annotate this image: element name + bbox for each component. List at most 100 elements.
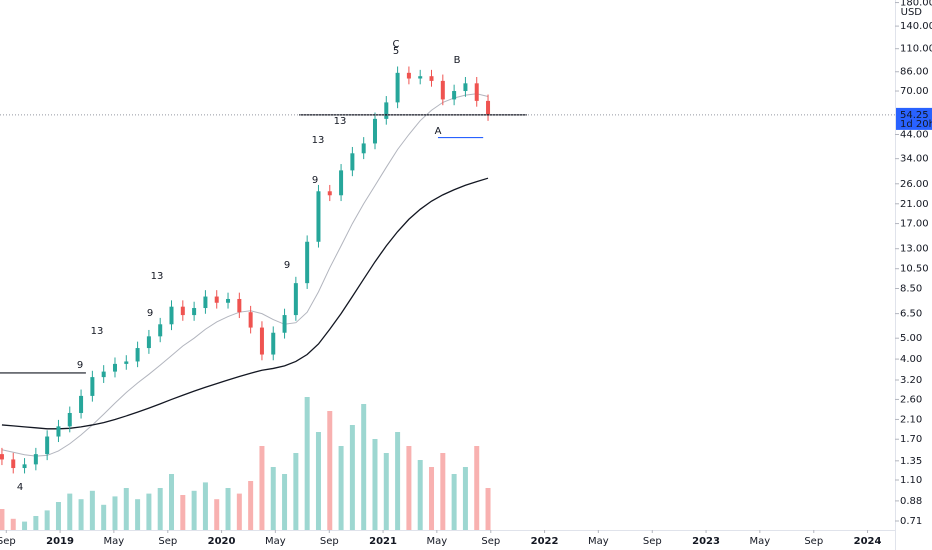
candle-body	[350, 153, 355, 171]
candle-body	[327, 191, 332, 196]
volume-bar	[146, 493, 152, 530]
volume-bar	[191, 490, 197, 530]
annotation: B	[454, 55, 461, 66]
x-tick-label: Sep	[481, 536, 500, 547]
x-tick-label: 2022	[531, 536, 559, 547]
x-tick-label: Sep	[804, 536, 823, 547]
candle-body	[429, 76, 434, 81]
volume-bar	[282, 474, 288, 530]
annotation: 9	[147, 308, 153, 319]
candle-body	[384, 102, 389, 119]
candle-body	[11, 459, 16, 469]
candle-body	[169, 306, 174, 325]
candle-body	[90, 377, 95, 396]
volume-bar	[259, 446, 265, 530]
volume-bar	[429, 467, 435, 530]
volume-bar	[440, 453, 446, 530]
x-tick-label: May	[104, 536, 125, 547]
y-tick-label: 0.88	[900, 496, 922, 507]
candle-body	[56, 426, 61, 437]
candle-body	[486, 100, 491, 115]
volume-bar	[315, 432, 321, 530]
volume-bar	[78, 499, 84, 530]
volume-bar	[474, 446, 480, 530]
volume-bar	[383, 453, 389, 530]
y-tick-label: 8.50	[900, 283, 922, 294]
volume-bar	[270, 467, 276, 530]
y-tick-label: 13.00	[900, 244, 929, 255]
candle-body	[259, 327, 264, 355]
volume-bar	[0, 509, 5, 530]
candle-body	[440, 80, 445, 100]
volume-bar	[293, 453, 299, 530]
annotation: 9	[312, 175, 318, 186]
candle-body	[22, 464, 27, 469]
candle-body	[192, 308, 197, 316]
volume-bar	[135, 499, 141, 530]
x-tick-label: May	[265, 536, 286, 547]
candle-body	[339, 170, 344, 196]
x-tick-label: 2020	[208, 536, 236, 547]
volume-bar	[462, 467, 468, 530]
candle-body	[305, 241, 310, 284]
candle-body	[372, 118, 377, 144]
volume-bar	[22, 521, 28, 530]
candle-body	[112, 363, 117, 372]
annotation: 13	[312, 135, 325, 146]
candle-body	[463, 83, 468, 92]
y-tick-label: 21.00	[900, 199, 929, 210]
candle-body	[452, 91, 457, 100]
volume-bar	[33, 516, 39, 530]
x-tick-label: 2021	[369, 536, 397, 547]
volume-bar	[44, 510, 50, 530]
annotation: C	[393, 39, 400, 50]
y-tick-label: 86.00	[900, 67, 929, 78]
y-tick-label: 1.35	[900, 456, 922, 467]
volume-bar	[395, 432, 401, 530]
y-tick-label: 10.50	[900, 264, 929, 275]
y-tick-label: 44.00	[900, 130, 929, 141]
last-price-box	[896, 107, 932, 130]
x-tick-label: Sep	[158, 536, 177, 547]
candle-body	[248, 312, 253, 328]
annotation: 4	[17, 482, 23, 493]
volume-bar	[55, 502, 61, 530]
candle-body	[214, 296, 219, 303]
candle-body	[474, 83, 479, 101]
volume-bar	[10, 518, 16, 530]
y-tick-label: 4.00	[900, 354, 922, 365]
volume-bar	[406, 446, 412, 530]
volume-bar	[417, 460, 423, 530]
candle-body	[124, 361, 129, 364]
volume-bar	[451, 474, 457, 530]
x-tick-label: Sep	[320, 536, 339, 547]
x-tick-label: May	[749, 536, 770, 547]
annotation: 13	[334, 116, 347, 127]
y-tick-label: 17.00	[900, 219, 929, 230]
candle-body	[293, 283, 298, 316]
candle-body	[418, 76, 423, 79]
x-tick-label: Sep	[643, 536, 662, 547]
x-tick-label: May	[426, 536, 447, 547]
volume-bar	[89, 490, 95, 530]
candle-body	[282, 315, 287, 333]
annotation: A	[435, 126, 442, 137]
x-tick-label: 2024	[854, 536, 882, 547]
candle-body	[79, 395, 84, 413]
candle-body	[135, 348, 140, 362]
candle-body	[67, 412, 72, 427]
moving-average	[1, 177, 489, 430]
volume-bar	[327, 411, 333, 530]
candle-body	[0, 454, 4, 460]
x-tick-label: 2019	[46, 536, 74, 547]
annotation: 9	[284, 260, 290, 271]
volume-bar	[349, 425, 355, 530]
currency-label: USD	[901, 7, 923, 18]
candle-body	[226, 298, 231, 303]
candle-body	[395, 72, 400, 103]
candle-body	[361, 143, 366, 154]
candle-body	[237, 298, 242, 313]
volume-bar	[225, 488, 231, 530]
y-tick-label: 140.00	[900, 21, 932, 32]
